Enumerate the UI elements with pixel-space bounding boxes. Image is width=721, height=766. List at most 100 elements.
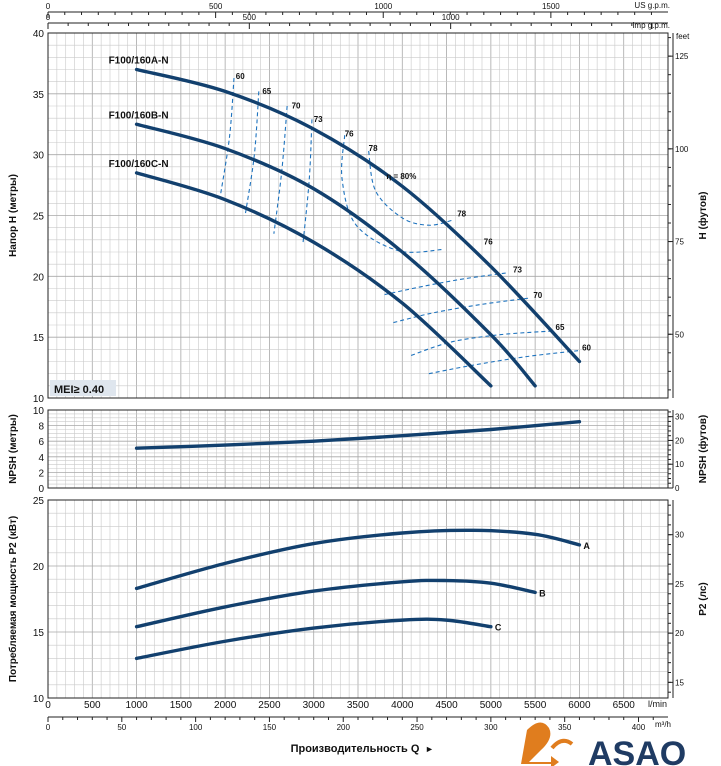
top-imp-tick-label: 1000 (442, 13, 460, 22)
y-tick-label: 10 (33, 694, 45, 705)
series-line (134, 122, 537, 388)
series-label: F100/160B-N (109, 110, 169, 121)
y-axis-label-right: NPSH (футов) (697, 415, 709, 484)
efficiency-curve (410, 330, 552, 356)
frame-layer (47, 11, 674, 722)
efficiency-curve (302, 119, 313, 243)
efficiency-label: 60 (582, 344, 591, 353)
efficiency-label: 70 (533, 291, 542, 300)
series-label: F100/160A-N (109, 56, 169, 67)
unit-feet: feet (676, 32, 690, 41)
right-tick-label: 100 (675, 145, 689, 154)
right-tick-label: 10 (675, 460, 684, 469)
bottom-lmin-tick-label: 5500 (524, 700, 547, 711)
top-us-tick-label: 1000 (374, 2, 392, 11)
grid-layer (47, 32, 669, 699)
bottom-m3h-tick-label: 50 (117, 723, 126, 732)
mei-badge: MEI≥ 0.40 (54, 384, 104, 396)
efficiency-label: 70 (292, 101, 301, 110)
bottom-lmin-tick-label: 3000 (303, 700, 326, 711)
y-tick-label: 0 (38, 484, 44, 495)
xlabel: Производительность Q (291, 743, 420, 755)
panel-frame (47, 32, 669, 399)
efficiency-label: 78 (457, 210, 466, 219)
y-tick-label: 20 (33, 272, 45, 283)
right-tick-label: 125 (675, 52, 689, 61)
y-tick-label: 15 (33, 628, 45, 639)
y-axis-label-right: P2 (лс) (698, 582, 709, 615)
mei-badge-bg (50, 380, 116, 396)
efficiency-curve (428, 350, 580, 375)
y-axis-label: Потребляемая мощность P2 (кВт) (7, 516, 19, 682)
efficiency-label: 78 (369, 144, 378, 153)
series-line (134, 171, 493, 388)
bottom-lmin-tick-label: 1000 (125, 700, 148, 711)
bottom-lmin-tick-label: 4500 (435, 700, 458, 711)
series-line (134, 528, 582, 591)
top-imp-tick-label: 500 (243, 13, 257, 22)
bottom-lmin-tick-label: 2000 (214, 700, 237, 711)
curves-layer (134, 67, 582, 661)
y-tick-label: 2 (38, 468, 44, 479)
bottom-lmin-tick-label: 5000 (480, 700, 503, 711)
bottom-m3h-tick-label: 350 (558, 723, 572, 732)
bottom-lmin-tick-label: 3500 (347, 700, 370, 711)
y-tick-label: 8 (38, 422, 44, 433)
bottom-lmin-tick-label: 500 (84, 700, 101, 711)
top-us-tick-label: 500 (209, 2, 223, 11)
logo-swoosh-icon (550, 738, 574, 750)
bottom-m3h-tick-label: 150 (263, 723, 277, 732)
y-tick-label: 30 (33, 151, 45, 162)
series-label: F100/160C-N (109, 159, 169, 170)
right-tick-label: 20 (675, 436, 684, 445)
series-label: A (583, 541, 590, 551)
right-tick-label: 30 (675, 413, 684, 422)
bottom-lmin-tick-label: 2500 (258, 700, 281, 711)
xlabel-arrow: ► (425, 744, 434, 754)
bottom-m3h-tick-label: 250 (410, 723, 424, 732)
series-line (134, 420, 582, 450)
bottom-m3h-tick-label: 400 (632, 723, 646, 732)
right-tick-label: 50 (675, 330, 684, 339)
unit-lmin: l/min (648, 699, 667, 709)
bottom-m3h-tick-label: 300 (484, 723, 498, 732)
bottom-lmin-tick-label: 4000 (391, 700, 414, 711)
efficiency-label: 76 (345, 129, 354, 138)
efficiency-label: 73 (513, 266, 522, 275)
efficiency-label: 65 (262, 87, 271, 96)
bottom-lmin-tick-label: 1500 (170, 700, 193, 711)
y-tick-label: 6 (38, 437, 44, 448)
right-tick-label: 25 (675, 580, 684, 589)
top-us-tick-label: 1500 (542, 2, 560, 11)
y-tick-label: 35 (33, 90, 45, 101)
panel-frame (47, 499, 669, 699)
series-label: B (539, 588, 546, 598)
panel-frame (47, 409, 669, 489)
y-axis-label-right: H (футов) (697, 192, 709, 240)
asao-logo: ASAO (521, 722, 686, 766)
right-tick-label: 20 (675, 629, 684, 638)
right-tick-label: 30 (675, 531, 684, 540)
y-tick-label: 4 (38, 453, 44, 464)
y-axis-label: Напор H (метры) (8, 174, 19, 257)
series-line (134, 578, 537, 629)
efficiency-label: 60 (236, 72, 245, 81)
efficiency-curve (220, 77, 235, 194)
y-tick-label: 10 (33, 406, 45, 417)
logo-mark-icon (521, 722, 559, 766)
efficiency-curve (244, 91, 260, 214)
bottom-m3h-tick-label: 0 (46, 723, 51, 732)
efficiency-layer (220, 77, 580, 375)
bottom-lmin-tick-label: 6500 (613, 700, 636, 711)
unit-m3h: m³/h (655, 720, 671, 729)
efficiency-label: 73 (314, 115, 323, 124)
efficiency-label: 65 (556, 323, 565, 332)
efficiency-curve (341, 135, 443, 253)
y-tick-label: 10 (33, 394, 45, 405)
y-tick-label: 20 (33, 562, 45, 573)
right-tick-label: 15 (675, 678, 684, 687)
eta-label: η = 80% (386, 172, 416, 181)
y-tick-label: 40 (33, 29, 45, 40)
